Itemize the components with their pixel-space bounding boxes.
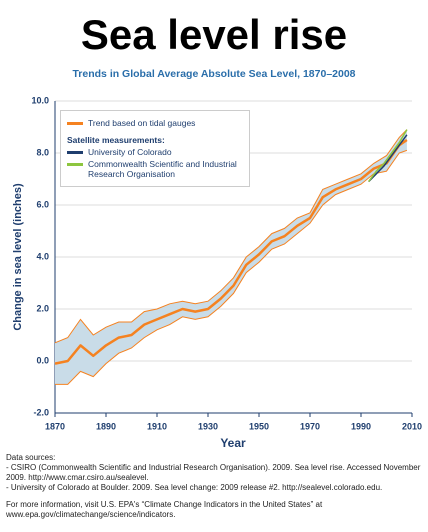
confidence-band bbox=[55, 129, 407, 385]
legend: Trend based on tidal gauges Satellite mea… bbox=[60, 110, 250, 187]
y-tick-label: 10.0 bbox=[31, 95, 49, 105]
y-tick-label: 8.0 bbox=[36, 147, 49, 157]
y-axis-label: Change in sea level (inches) bbox=[12, 183, 24, 331]
chart-title: Sea level rise bbox=[81, 11, 347, 58]
footer: Data sources: - CSIRO (Commonwealth Scie… bbox=[6, 453, 422, 520]
x-tick-label: 1950 bbox=[249, 421, 269, 431]
legend-item: University of Colorado bbox=[67, 147, 243, 157]
legend-swatch bbox=[67, 163, 83, 166]
legend-label: University of Colorado bbox=[88, 147, 172, 157]
y-tick-label: 4.0 bbox=[36, 251, 49, 261]
x-tick-label: 1910 bbox=[147, 421, 167, 431]
x-tick-label: 1870 bbox=[45, 421, 65, 431]
y-tick-label: 2.0 bbox=[36, 303, 49, 313]
x-tick-label: 1890 bbox=[96, 421, 116, 431]
y-tick-label: 6.0 bbox=[36, 199, 49, 209]
more-info: For more information, visit U.S. EPA's “… bbox=[6, 500, 323, 519]
y-tick-label: 0.0 bbox=[36, 355, 49, 365]
x-tick-label: 1990 bbox=[351, 421, 371, 431]
band-edge bbox=[55, 149, 408, 385]
legend-heading: Satellite measurements: bbox=[67, 135, 243, 145]
sources-heading: Data sources: bbox=[6, 453, 56, 462]
legend-label: Trend based on tidal gauges bbox=[88, 118, 196, 128]
legend-swatch bbox=[67, 122, 83, 125]
x-axis-label: Year bbox=[220, 436, 246, 450]
chart-subtitle: Trends in Global Average Absolute Sea Le… bbox=[72, 68, 355, 80]
legend-item: Commonwealth Scientific and Industrial R… bbox=[67, 159, 243, 179]
x-tick-label: 2010 bbox=[402, 421, 422, 431]
series-line bbox=[368, 134, 408, 183]
source: - University of Colorado at Boulder. 200… bbox=[6, 483, 383, 492]
band-edge bbox=[54, 129, 408, 344]
legend-swatch bbox=[67, 151, 83, 154]
legend-label: Commonwealth Scientific and Industrial R… bbox=[88, 159, 237, 179]
series-line bbox=[368, 129, 408, 183]
y-tick-label: -2.0 bbox=[33, 407, 49, 417]
legend-label: Satellite measurements: bbox=[67, 135, 165, 145]
source: - CSIRO (Commonwealth Scientific and Ind… bbox=[6, 463, 421, 482]
x-tick-label: 1970 bbox=[300, 421, 320, 431]
legend-item: Trend based on tidal gauges bbox=[67, 118, 243, 128]
x-tick-label: 1930 bbox=[198, 421, 218, 431]
series-line bbox=[54, 138, 408, 365]
